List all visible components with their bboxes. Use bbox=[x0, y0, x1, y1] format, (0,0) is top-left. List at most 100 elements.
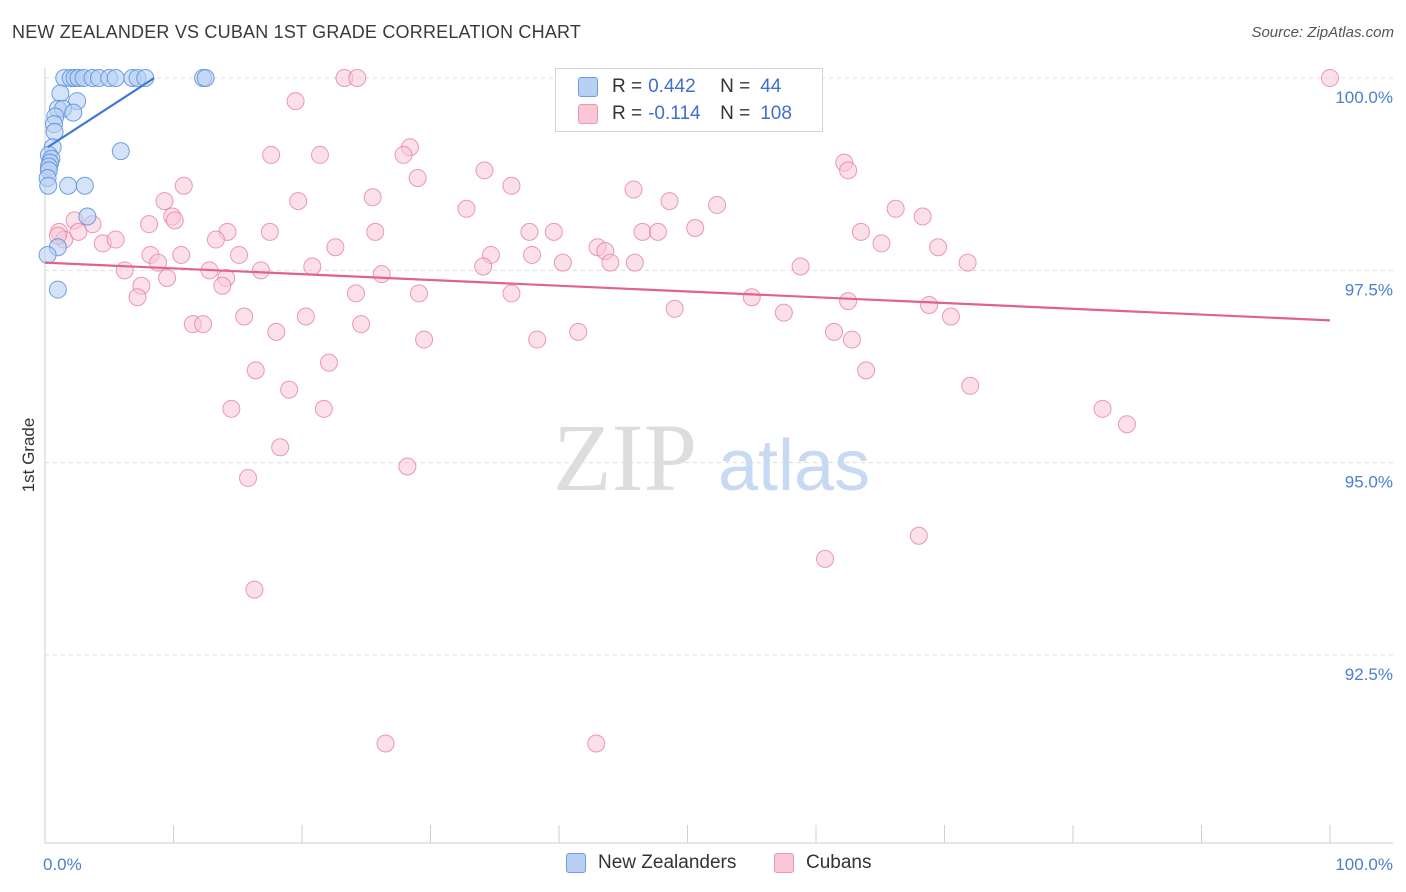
cubans-point bbox=[474, 257, 493, 276]
cubans-point bbox=[909, 526, 928, 545]
y-tick-label: 100.0% bbox=[1335, 88, 1393, 107]
cubans-point bbox=[372, 265, 391, 284]
blue-swatch bbox=[566, 853, 586, 873]
axes bbox=[44, 68, 1393, 844]
tick-labels: 92.5% 95.0% 97.5% 100.0% 0.0% 100.0% bbox=[43, 88, 1393, 874]
cubans-point bbox=[686, 219, 705, 238]
y-tick-label: 92.5% bbox=[1345, 665, 1393, 684]
legend-item-cubans[interactable]: Cubans bbox=[774, 852, 872, 874]
y-axis-title: 1st Grade bbox=[19, 418, 38, 493]
pink-swatch bbox=[578, 104, 598, 124]
cubans-point bbox=[194, 315, 213, 334]
cubans-point bbox=[174, 176, 193, 195]
cubans-point bbox=[1093, 399, 1112, 418]
cubans-point bbox=[475, 161, 494, 180]
cubans-point bbox=[352, 315, 371, 334]
cubans-point bbox=[929, 238, 948, 257]
cubans-point bbox=[408, 169, 427, 188]
cubans-point bbox=[271, 438, 290, 457]
cubans-point bbox=[958, 253, 977, 272]
cubans-point bbox=[624, 180, 643, 199]
trend-lines bbox=[44, 77, 1331, 322]
cubans-point bbox=[140, 215, 159, 234]
n-label: N = bbox=[720, 103, 751, 124]
cubans-point bbox=[326, 238, 345, 257]
cubans-point bbox=[815, 549, 834, 568]
cubans-point bbox=[363, 188, 382, 207]
y-tick-label: 97.5% bbox=[1345, 280, 1393, 299]
bottom-legend: New Zealanders Cubans bbox=[0, 852, 1406, 878]
n-value: 44 bbox=[760, 76, 782, 97]
cubans-trend-line bbox=[44, 261, 1331, 322]
y-tick-label: 95.0% bbox=[1345, 473, 1393, 492]
r-label: R = bbox=[612, 103, 643, 124]
cubans-point bbox=[314, 399, 333, 418]
pink-swatch bbox=[774, 853, 794, 873]
cubans-point bbox=[544, 222, 563, 241]
cubans-point bbox=[296, 307, 315, 326]
r-label: R = bbox=[612, 76, 643, 97]
new-zealanders-points bbox=[38, 69, 215, 299]
cubans-point bbox=[230, 245, 249, 264]
n-label: N = bbox=[720, 76, 751, 97]
cubans-point bbox=[222, 399, 241, 418]
new-zealanders-trend-line bbox=[46, 77, 155, 149]
cubans-point bbox=[872, 234, 891, 253]
cubans-point bbox=[394, 145, 413, 164]
legend-label: New Zealanders bbox=[598, 852, 737, 873]
cubans-point bbox=[528, 330, 547, 349]
new-zealanders-point bbox=[64, 103, 83, 122]
cubans-point bbox=[286, 92, 305, 111]
legend-item-new-zealanders[interactable]: New Zealanders bbox=[566, 852, 736, 874]
cubans-point bbox=[267, 322, 286, 341]
r-value: -0.114 bbox=[648, 103, 701, 124]
cubans-point bbox=[886, 199, 905, 218]
cubans-point bbox=[625, 253, 644, 272]
legend-row-new-zealanders: R = 0.442 N = 44 bbox=[578, 74, 781, 100]
cubans-point bbox=[319, 353, 338, 372]
cubans-point bbox=[742, 288, 761, 307]
new-zealanders-point bbox=[106, 69, 125, 87]
cubans-point bbox=[824, 322, 843, 341]
cubans-point bbox=[115, 261, 134, 280]
r-value: 0.442 bbox=[648, 76, 696, 97]
cubans-point bbox=[569, 322, 588, 341]
watermark-atlas: atlas bbox=[718, 426, 870, 506]
cubans-point bbox=[289, 192, 308, 211]
cubans-point bbox=[913, 207, 932, 226]
x-tick-label: 100.0% bbox=[1335, 855, 1393, 874]
cubans-point bbox=[857, 361, 876, 380]
new-zealanders-point bbox=[75, 176, 94, 195]
cubans-point bbox=[165, 211, 184, 230]
new-zealanders-point bbox=[59, 176, 78, 195]
cubans-point bbox=[660, 192, 679, 211]
cubans-point bbox=[128, 288, 147, 307]
cubans-point bbox=[791, 257, 810, 276]
cubans-point bbox=[961, 376, 980, 395]
cubans-point bbox=[601, 253, 620, 272]
cubans-point bbox=[398, 457, 417, 476]
cubans-point bbox=[239, 469, 258, 488]
cubans-point bbox=[665, 299, 684, 318]
new-zealanders-point bbox=[78, 207, 97, 226]
cubans-point bbox=[213, 276, 232, 295]
x-tick-label: 0.0% bbox=[43, 855, 82, 874]
cubans-point bbox=[774, 303, 793, 322]
new-zealanders-point bbox=[39, 176, 58, 195]
cubans-point bbox=[158, 269, 177, 288]
cubans-point bbox=[920, 295, 939, 314]
cubans-point bbox=[246, 361, 265, 380]
cubans-point bbox=[708, 195, 727, 214]
cubans-point bbox=[235, 307, 254, 326]
cubans-point bbox=[310, 145, 329, 164]
watermark: ZIP atlas bbox=[553, 404, 870, 511]
n-value: 108 bbox=[760, 103, 792, 124]
cubans-point bbox=[941, 307, 960, 326]
cubans-point bbox=[523, 245, 542, 264]
cubans-point bbox=[172, 245, 191, 264]
cubans-point bbox=[346, 284, 365, 303]
stats-legend: R = 0.442 N = 44 R = -0.114 N = 108 bbox=[555, 68, 823, 132]
cubans-points bbox=[48, 69, 1339, 753]
cubans-point bbox=[839, 161, 858, 180]
